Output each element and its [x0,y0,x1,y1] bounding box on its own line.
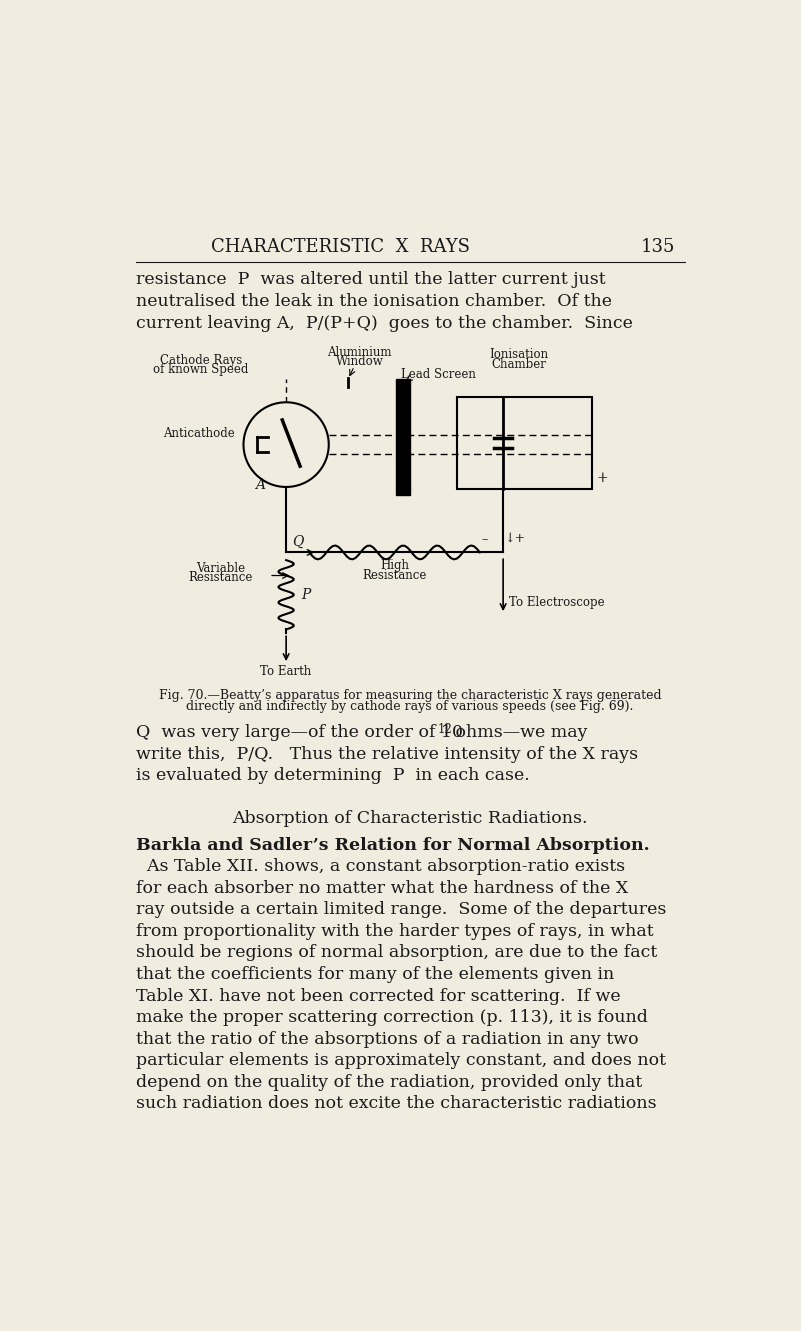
Text: of known Speed: of known Speed [153,363,248,377]
Text: To Earth: To Earth [260,666,312,677]
Text: Resistance: Resistance [362,568,427,582]
Text: ohms—we may: ohms—we may [450,724,588,741]
Text: Ionisation: Ionisation [489,349,548,362]
Text: Absorption of Characteristic Radiations.: Absorption of Characteristic Radiations. [232,809,588,827]
Text: depend on the quality of the radiation, provided only that: depend on the quality of the radiation, … [136,1074,642,1091]
Text: To Electroscope: To Electroscope [509,596,605,610]
Text: that the ratio of the absorptions of a radiation in any two: that the ratio of the absorptions of a r… [136,1030,638,1047]
Text: Q: Q [292,535,304,550]
Text: ↓+: ↓+ [505,531,525,544]
Text: is evaluated by determining  P  in each case.: is evaluated by determining P in each ca… [136,768,529,784]
Text: directly and indirectly by cathode rays of various speeds (see Fig. 69).: directly and indirectly by cathode rays … [187,700,634,712]
Text: Chamber: Chamber [491,358,546,370]
Text: CHARACTERISTIC  X  RAYS: CHARACTERISTIC X RAYS [211,238,470,256]
Text: for each absorber no matter what the hardness of the X: for each absorber no matter what the har… [136,880,628,897]
Text: Q  was very large—of the order of 10: Q was very large—of the order of 10 [136,724,463,741]
Text: Barkla and Sadler’s Relation for Normal Absorption.: Barkla and Sadler’s Relation for Normal … [136,837,650,853]
Text: particular elements is approximately constant, and does not: particular elements is approximately con… [136,1053,666,1069]
Text: Window: Window [336,355,384,369]
Text: As Table XII. shows, a constant absorption-ratio exists: As Table XII. shows, a constant absorpti… [136,858,625,876]
Text: neutralised the leak in the ionisation chamber.  Of the: neutralised the leak in the ionisation c… [136,293,612,310]
Text: Lead Screen: Lead Screen [400,367,476,381]
Text: such radiation does not excite the characteristic radiations: such radiation does not excite the chara… [136,1095,656,1113]
Bar [457,397,592,490]
Text: 12: 12 [438,723,453,736]
Text: High: High [380,559,409,572]
Text: that the coefficients for many of the elements given in: that the coefficients for many of the el… [136,966,614,984]
Text: P: P [302,587,311,602]
Text: Variable: Variable [195,562,245,575]
Text: Cathode Rays: Cathode Rays [159,354,242,367]
Text: Table XI. have not been corrected for scattering.  If we: Table XI. have not been corrected for sc… [136,988,621,1005]
Text: +: + [596,471,608,484]
Text: Resistance: Resistance [188,571,252,584]
Text: A: A [256,478,266,492]
Text: ray outside a certain limited range.  Some of the departures: ray outside a certain limited range. Som… [136,901,666,918]
Text: Fig. 70.—Beatty’s apparatus for measuring the characteristic X rays generated: Fig. 70.—Beatty’s apparatus for measurin… [159,688,662,701]
Text: 135: 135 [641,238,675,256]
Text: current leaving A,  P/(P+Q)  goes to the chamber.  Since: current leaving A, P/(P+Q) goes to the c… [136,314,633,331]
Text: resistance  P  was altered until the latter current just: resistance P was altered until the latte… [136,272,606,289]
Text: Aluminium: Aluminium [328,346,392,359]
Text: make the proper scattering correction (p. 113), it is found: make the proper scattering correction (p… [136,1009,648,1026]
Text: –: – [481,534,488,546]
Text: Anticathode: Anticathode [163,427,235,441]
Text: write this,  P/Q.   Thus the relative intensity of the X rays: write this, P/Q. Thus the relative inten… [136,745,638,763]
Text: from proportionality with the harder types of rays, in what: from proportionality with the harder typ… [136,922,654,940]
Bar [396,379,410,495]
Text: should be regions of normal absorption, are due to the fact: should be regions of normal absorption, … [136,945,657,961]
